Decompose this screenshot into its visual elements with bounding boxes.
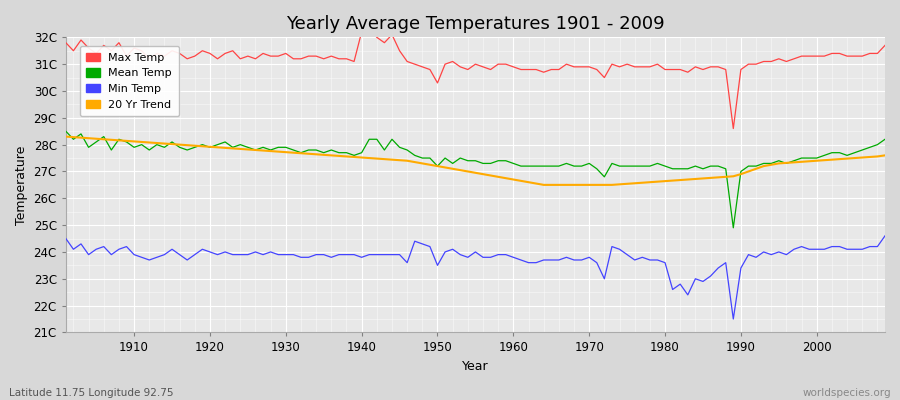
20 Yr Trend bbox=[60, 134, 71, 139]
Mean Temp bbox=[288, 148, 299, 152]
Max Temp bbox=[364, 24, 374, 29]
Mean Temp bbox=[334, 150, 345, 155]
20 Yr Trend bbox=[508, 177, 518, 182]
Line: Max Temp: Max Temp bbox=[66, 27, 885, 128]
Max Temp bbox=[334, 56, 345, 61]
Line: Min Temp: Min Temp bbox=[66, 236, 885, 319]
Min Temp bbox=[288, 252, 299, 257]
Line: 20 Yr Trend: 20 Yr Trend bbox=[66, 136, 885, 185]
Title: Yearly Average Temperatures 1901 - 2009: Yearly Average Temperatures 1901 - 2009 bbox=[286, 15, 665, 33]
Max Temp bbox=[879, 43, 890, 48]
Min Temp bbox=[500, 252, 511, 257]
Mean Temp bbox=[122, 140, 132, 144]
Text: Latitude 11.75 Longitude 92.75: Latitude 11.75 Longitude 92.75 bbox=[9, 388, 174, 398]
Line: Mean Temp: Mean Temp bbox=[66, 131, 885, 228]
X-axis label: Year: Year bbox=[462, 360, 489, 373]
Mean Temp bbox=[599, 174, 610, 179]
Max Temp bbox=[60, 40, 71, 45]
Mean Temp bbox=[728, 225, 739, 230]
Max Temp bbox=[122, 54, 132, 58]
Min Temp bbox=[508, 255, 518, 260]
Min Temp bbox=[599, 276, 610, 281]
Text: worldspecies.org: worldspecies.org bbox=[803, 388, 891, 398]
Y-axis label: Temperature: Temperature bbox=[15, 145, 28, 224]
Max Temp bbox=[508, 64, 518, 69]
20 Yr Trend bbox=[334, 154, 345, 158]
Mean Temp bbox=[60, 129, 71, 134]
Max Temp bbox=[728, 126, 739, 131]
Mean Temp bbox=[879, 137, 890, 142]
Min Temp bbox=[60, 236, 71, 241]
Min Temp bbox=[122, 244, 132, 249]
Min Temp bbox=[879, 234, 890, 238]
Max Temp bbox=[607, 62, 617, 66]
20 Yr Trend bbox=[538, 182, 549, 187]
Min Temp bbox=[728, 317, 739, 322]
Min Temp bbox=[334, 252, 345, 257]
20 Yr Trend bbox=[500, 176, 511, 180]
20 Yr Trend bbox=[122, 138, 132, 143]
20 Yr Trend bbox=[879, 153, 890, 158]
Legend: Max Temp, Mean Temp, Min Temp, 20 Yr Trend: Max Temp, Mean Temp, Min Temp, 20 Yr Tre… bbox=[79, 46, 179, 116]
Mean Temp bbox=[500, 158, 511, 163]
20 Yr Trend bbox=[288, 150, 299, 155]
Max Temp bbox=[516, 67, 526, 72]
Mean Temp bbox=[508, 161, 518, 166]
Max Temp bbox=[288, 56, 299, 61]
20 Yr Trend bbox=[607, 182, 617, 187]
